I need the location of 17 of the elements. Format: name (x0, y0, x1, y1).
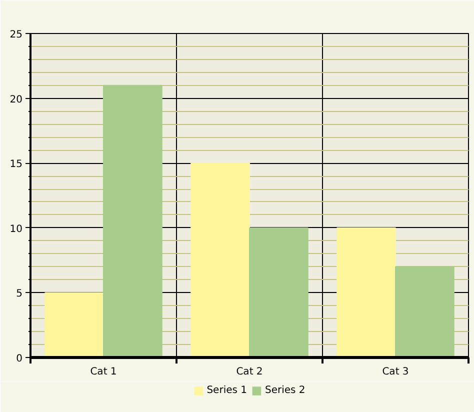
bar (336, 227, 396, 358)
y-tick-label: 0 (16, 354, 23, 364)
bar (395, 266, 454, 358)
bar (44, 292, 104, 358)
y-tick-label: 15 (10, 159, 23, 170)
bar (190, 162, 250, 358)
x-tick-label: Cat 2 (236, 366, 263, 378)
legend-label: Series 1 (206, 385, 247, 396)
y-tick-label: 20 (10, 94, 23, 106)
y-tick-label: 25 (10, 30, 23, 40)
y-tick-label: 10 (10, 224, 23, 235)
y-tick-label: 5 (16, 288, 23, 300)
legend-label: Series 2 (265, 385, 306, 396)
x-tick-label: Cat 3 (382, 366, 409, 378)
bar (249, 227, 308, 358)
bar (103, 84, 162, 358)
x-tick-label: Cat 1 (90, 366, 117, 378)
